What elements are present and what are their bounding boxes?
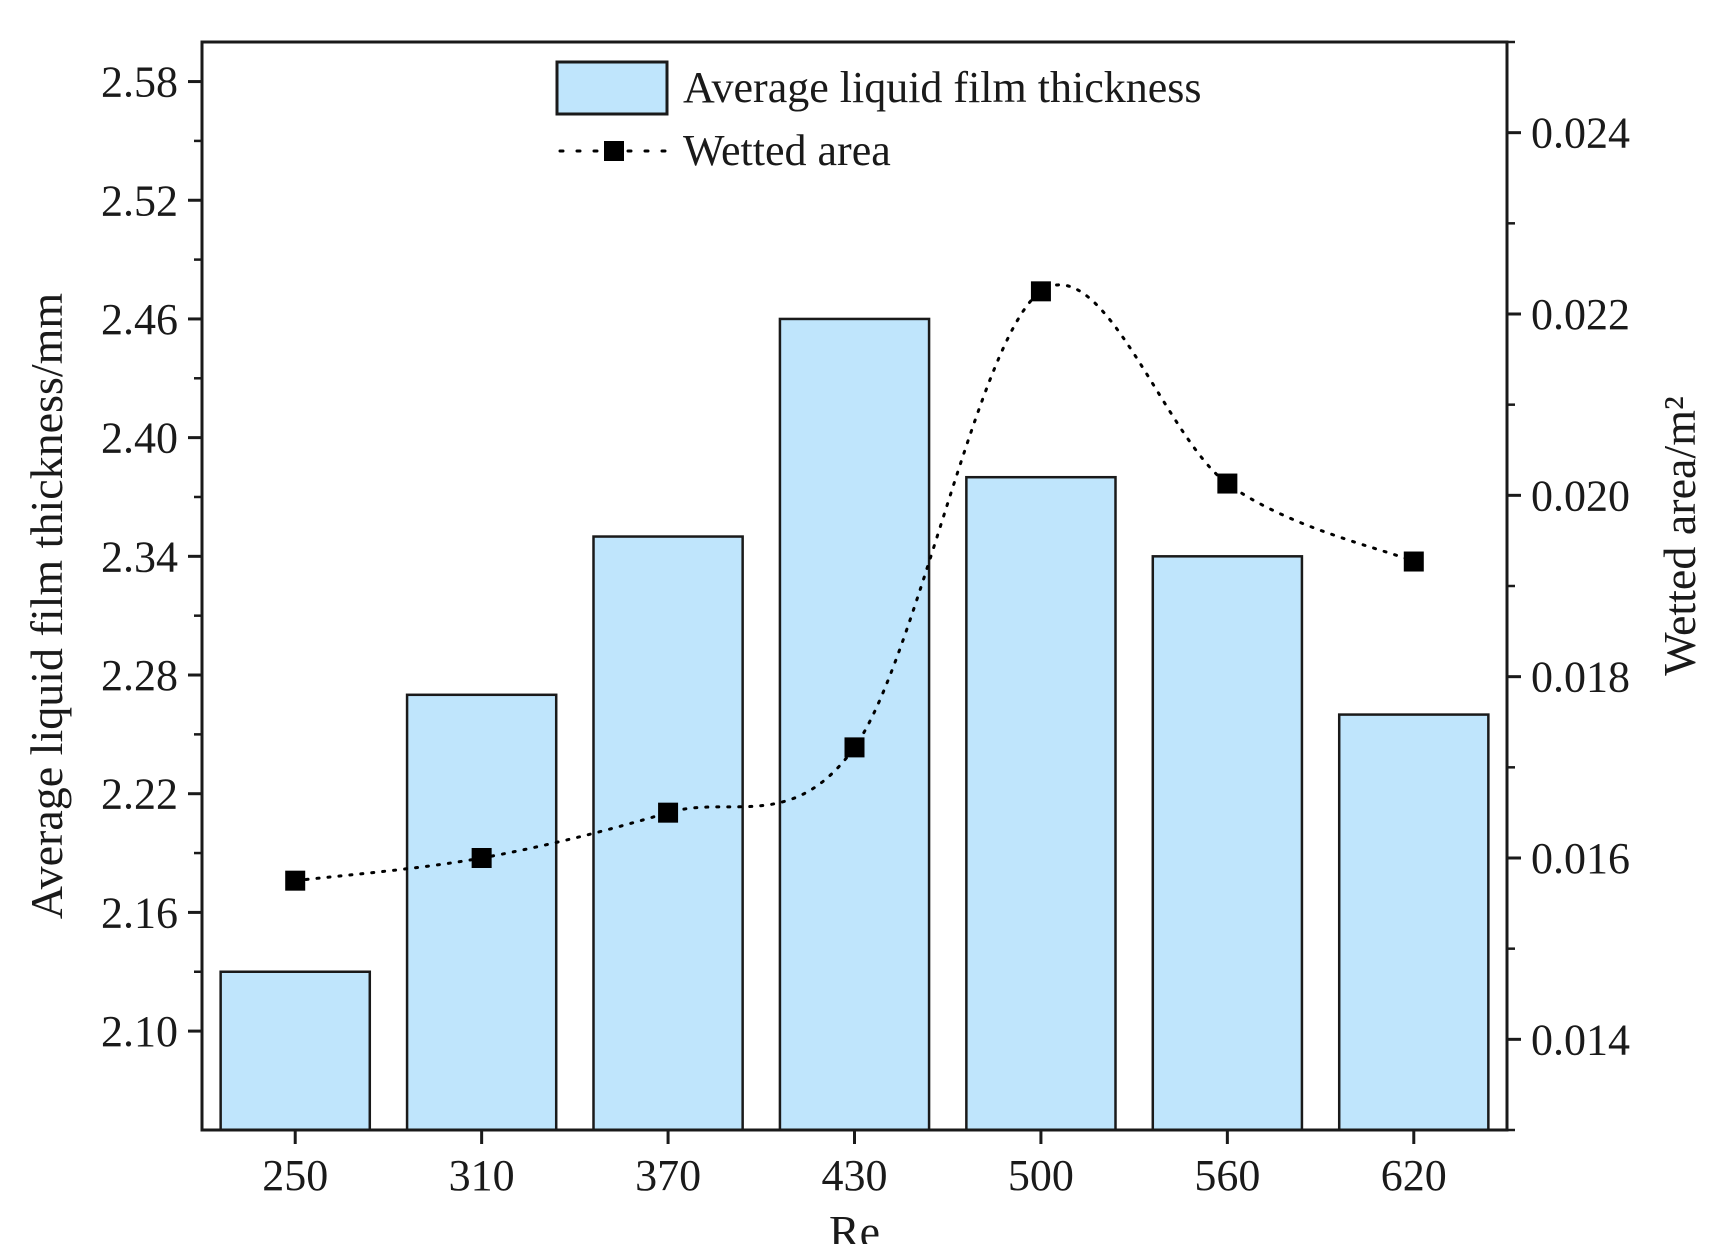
x-axis: 250 310 370 430 500 560 620 [262, 1130, 1447, 1200]
bar-re-250 [219, 970, 372, 1132]
wetted-area-point-re-560 [1217, 473, 1238, 494]
right-y-tick-label: 0.018 [1531, 653, 1630, 702]
bar-re-560 [1151, 555, 1304, 1132]
wetted-area-point-re-500 [1030, 281, 1051, 302]
legend-bar-swatch [555, 60, 669, 116]
legend: Average liquid film thickness Wetted are… [555, 60, 1202, 175]
right-y-axis: 0.014 0.016 0.018 0.020 0.022 0.024 [1507, 40, 1630, 1132]
left-y-tick-label: 2.28 [101, 651, 178, 700]
wetted-area-point-re-250 [285, 870, 306, 891]
x-tick-label: 250 [262, 1151, 328, 1200]
left-y-tick-label: 2.10 [101, 1007, 178, 1056]
wetted-area-point-re-620 [1403, 551, 1424, 572]
bar-re-500 [965, 475, 1117, 1132]
bar-re-310 [405, 693, 558, 1132]
x-tick-label: 370 [635, 1151, 701, 1200]
legend-bar-label: Average liquid film thickness [683, 63, 1202, 112]
x-tick-label: 310 [449, 1151, 515, 1200]
wetted-area-point-re-430 [844, 737, 865, 758]
left-y-tick-label: 2.22 [101, 770, 178, 819]
legend-square-marker [604, 141, 624, 161]
bar-re-430 [778, 317, 931, 1132]
left-y-tick-label: 2.16 [101, 888, 178, 937]
bar-re-620 [1337, 713, 1490, 1132]
wetted-area-point-re-310 [471, 848, 492, 868]
left-y-tick-label: 2.40 [101, 414, 178, 463]
x-tick-label: 620 [1381, 1151, 1447, 1200]
x-tick-label: 560 [1194, 1151, 1260, 1200]
x-tick-label: 430 [822, 1151, 888, 1200]
right-y-tick-label: 0.020 [1531, 471, 1630, 520]
right-y-axis-title: Wetted area/m² [1654, 396, 1705, 676]
legend-line-label: Wetted area [683, 126, 891, 175]
bar-re-370 [592, 535, 744, 1132]
right-y-tick-label: 0.016 [1531, 834, 1630, 883]
wetted-area-series [285, 281, 1424, 891]
right-y-tick-label: 0.022 [1531, 290, 1630, 339]
left-y-axis: 2.10 2.16 2.22 2.28 2.34 2.40 2.46 2.52 2.58 [101, 58, 202, 1056]
left-y-axis-title: Average liquid film thickness/mm [21, 293, 72, 920]
x-axis-title: Re [829, 1206, 880, 1244]
left-y-tick-label: 2.52 [101, 176, 178, 225]
right-y-tick-label: 0.014 [1531, 1015, 1630, 1064]
wetted-area-line [293, 283, 1416, 883]
left-y-tick-label: 2.34 [101, 532, 178, 581]
wetted-area-point-re-370 [658, 802, 679, 823]
right-y-tick-label: 0.024 [1531, 109, 1630, 158]
x-tick-label: 500 [1008, 1151, 1074, 1200]
left-y-tick-label: 2.58 [101, 58, 178, 107]
left-y-tick-label: 2.46 [101, 295, 178, 344]
bars-layer [219, 317, 1490, 1132]
